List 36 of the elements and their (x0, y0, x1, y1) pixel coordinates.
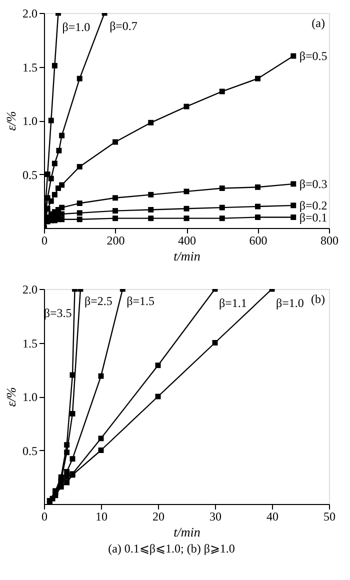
series-label: β=1.5 (126, 294, 155, 308)
x-tick-label: 800 (320, 234, 338, 248)
annotation: (a) (312, 16, 325, 30)
x-tick-label: 200 (106, 234, 125, 248)
series-label: β=0.1 (299, 210, 328, 224)
x-tick-label: 10 (96, 510, 108, 524)
y-tick-label: 1.5 (22, 336, 38, 350)
x-tick-label: 0 (42, 510, 48, 524)
y-tick-label: 1.0 (22, 114, 38, 128)
y-tick-label: 1.5 (22, 60, 38, 74)
x-tick-label: 50 (324, 510, 336, 524)
y-tick-label: 0.5 (22, 168, 38, 182)
annotation: (b) (311, 292, 325, 306)
y-axis-title: ε/% (4, 111, 18, 131)
x-tick-label: 0 (42, 234, 48, 248)
x-axis-title: t/min (174, 248, 200, 264)
text: (a) 0.1⩽β⩽1.0; (b) β⩾1.0 (108, 542, 235, 556)
series-label: β=0.7 (110, 19, 138, 33)
x-axis-title: t/min (174, 524, 200, 540)
series-label: β=0.3 (299, 176, 328, 191)
x-tick-label: 40 (266, 510, 278, 524)
series-label: β=1.1 (219, 296, 247, 310)
x-tick-label: 400 (178, 234, 196, 248)
y-axis-title: ε/% (4, 387, 18, 407)
y-tick-label: 2.0 (22, 6, 38, 20)
x-tick-label: 20 (152, 510, 164, 524)
series-label: β=0.2 (299, 198, 328, 212)
x-tick-label: 600 (249, 234, 268, 248)
series-label: β=1.0 (276, 296, 304, 310)
series-label: β=2.5 (84, 294, 112, 308)
y-tick-label: 2.0 (22, 282, 38, 296)
y-tick-label: 0.5 (22, 444, 38, 458)
y-tick-label: 1.0 (22, 390, 38, 404)
series-label: β=0.5 (299, 49, 328, 63)
x-tick-label: 30 (210, 510, 222, 524)
series-label: β=1.0 (62, 20, 90, 34)
